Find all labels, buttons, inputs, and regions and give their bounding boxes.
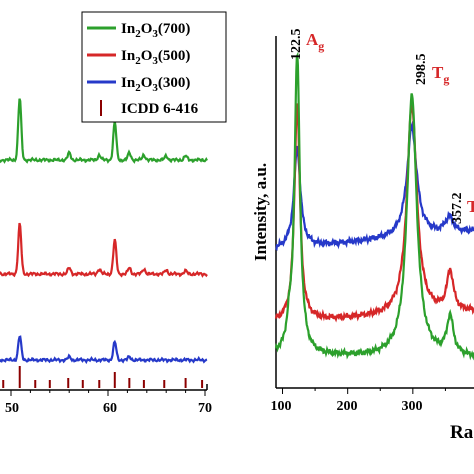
peak-label-122: 122.5 bbox=[289, 29, 304, 61]
peak-label-357: 357.2 bbox=[450, 193, 465, 225]
xrd-series-line bbox=[0, 335, 208, 365]
xrd-series-line bbox=[0, 98, 208, 164]
legend-label: In2O3(700) bbox=[121, 21, 190, 40]
raman-series-line bbox=[274, 101, 474, 323]
raman-chart: 100 200 300 Intensity, a.u. Ra 122.5 298… bbox=[251, 29, 474, 443]
raman-series-line bbox=[274, 51, 474, 361]
mode-label-cut: T bbox=[467, 197, 474, 216]
mode-label-tg: Tg bbox=[432, 63, 449, 86]
xrd-tick-label: 60 bbox=[103, 401, 117, 416]
xrd-tick-label: 50 bbox=[5, 401, 19, 416]
xrd-tick-label: 70 bbox=[198, 401, 212, 416]
legend-item-300: In2O3(300) bbox=[87, 75, 190, 94]
legend-item-icdd: ICDD 6-416 bbox=[100, 100, 199, 117]
legend-label: In2O3(500) bbox=[121, 48, 190, 67]
raman-x-axis-label: Ra bbox=[450, 422, 474, 443]
raman-tick-label: 100 bbox=[271, 399, 292, 414]
xrd-series-line bbox=[0, 222, 208, 278]
legend-box bbox=[81, 11, 227, 123]
xrd-legend: In2O3(700) In2O3(500) In2O3(300) ICDD 6-… bbox=[81, 11, 227, 123]
xrd-series-group bbox=[0, 98, 208, 388]
raman-tick-label: 300 bbox=[402, 399, 423, 414]
legend-label: ICDD 6-416 bbox=[121, 101, 199, 117]
legend-item-500: In2O3(500) bbox=[87, 48, 190, 67]
xrd-x-ticks bbox=[10, 390, 206, 396]
raman-series-line bbox=[275, 120, 474, 252]
raman-x-tick-labels: 100 200 300 bbox=[271, 399, 423, 414]
legend-item-700: In2O3(700) bbox=[87, 21, 190, 40]
raman-y-axis-label: Intensity, a.u. bbox=[251, 163, 270, 261]
raman-x-ticks bbox=[282, 388, 446, 394]
legend-label: In2O3(300) bbox=[121, 75, 190, 94]
peak-label-298: 298.5 bbox=[414, 54, 429, 86]
raman-series-group bbox=[274, 51, 474, 361]
mode-label-ag: Ag bbox=[306, 30, 324, 53]
xrd-x-tick-labels: 50 60 70 bbox=[5, 401, 212, 416]
raman-tick-label: 200 bbox=[337, 399, 358, 414]
xrd-chart: 50 60 70 In2O3(700) In2O3(500) In2O3(300… bbox=[0, 11, 227, 416]
